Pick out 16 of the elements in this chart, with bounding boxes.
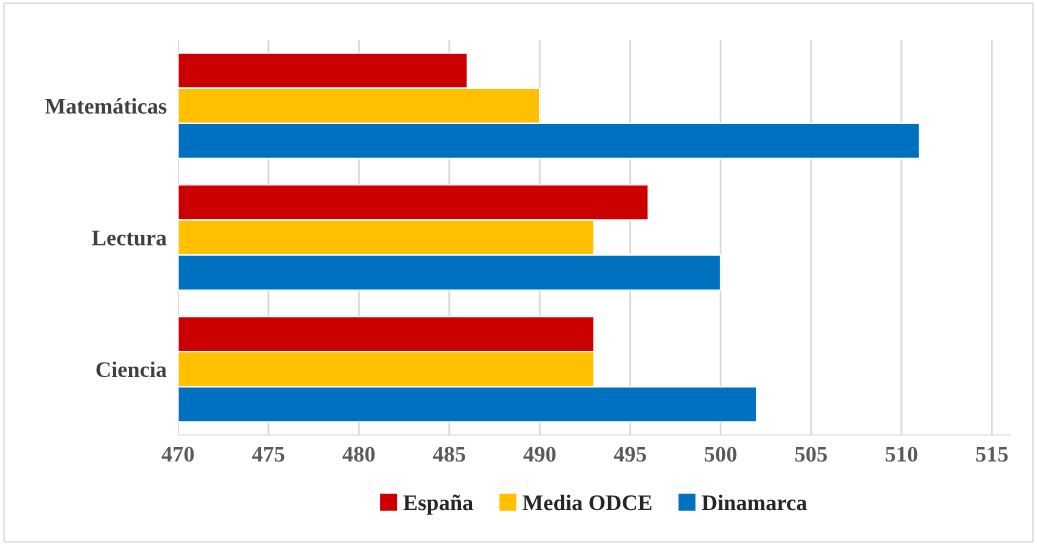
x-tick-label: 485: [432, 446, 466, 462]
x-tick-label: 475: [252, 446, 285, 462]
y-tick-label: Ciencia: [96, 361, 167, 378]
x-tick-label: 505: [795, 446, 827, 462]
x-tick-label: 490: [523, 446, 556, 462]
x-tick-label: 495: [613, 446, 647, 462]
legend-label: España: [403, 494, 474, 515]
y-tick-label: Matemáticas: [45, 98, 167, 114]
legend-label: Dinamarca: [701, 494, 807, 511]
x-tick-label: 480: [342, 446, 375, 462]
y-tick-label: Lectura: [91, 230, 167, 246]
x-tick-label: 515: [976, 446, 1008, 462]
legend-label: Media ODCE: [522, 494, 652, 511]
x-tick-label: 500: [704, 446, 737, 462]
x-tick-label: 510: [885, 446, 918, 462]
x-tick-label: 470: [161, 446, 194, 462]
